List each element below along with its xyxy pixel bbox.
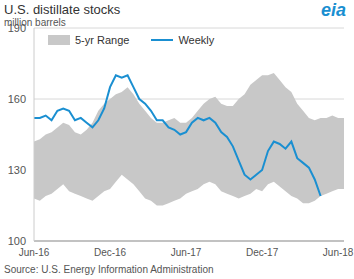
svg-text:Jun-18: Jun-18	[323, 247, 346, 258]
svg-text:160: 160	[8, 93, 26, 105]
svg-text:190: 190	[8, 22, 26, 34]
svg-text:Jun-16: Jun-16	[19, 247, 50, 258]
svg-text:100: 100	[8, 235, 26, 247]
svg-text:Jun-17: Jun-17	[171, 247, 202, 258]
svg-text:Dec-16: Dec-16	[94, 247, 127, 258]
svg-text:Dec-17: Dec-17	[246, 247, 279, 258]
svg-text:130: 130	[8, 164, 26, 176]
